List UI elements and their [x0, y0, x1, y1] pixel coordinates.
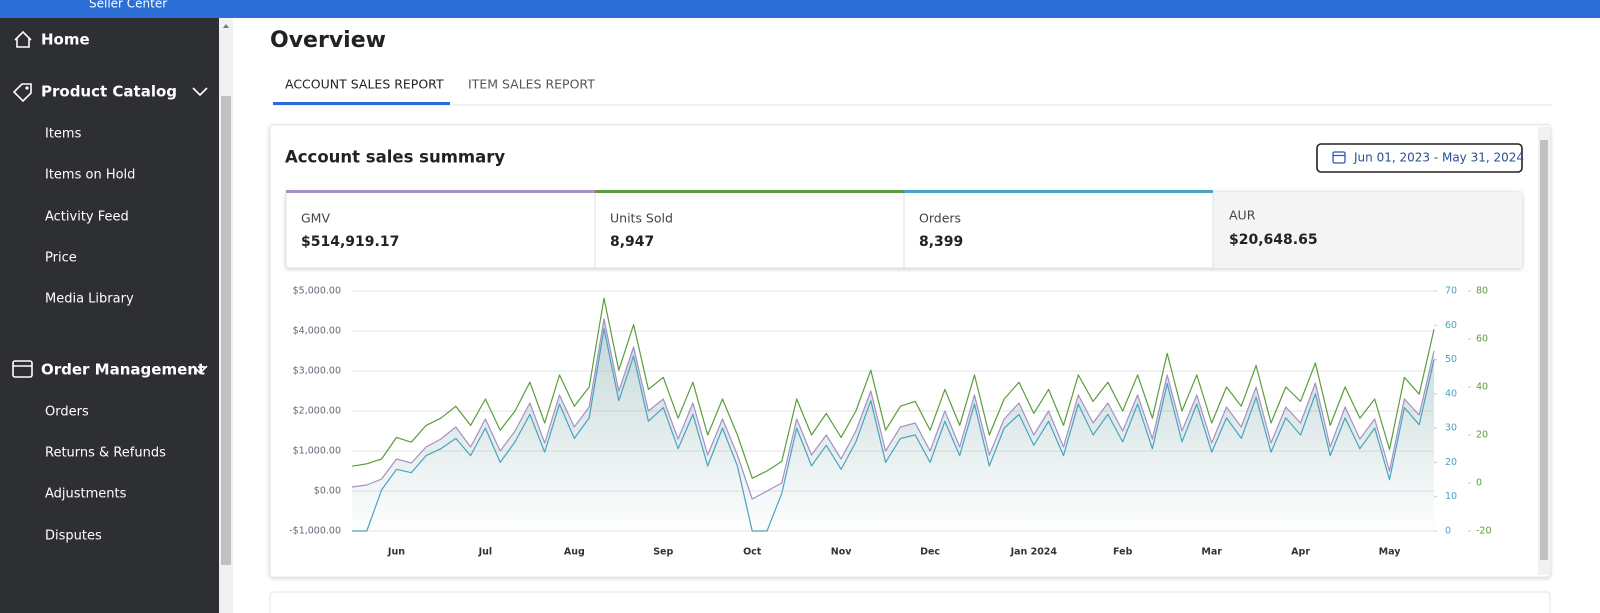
y3-tick-label: 50 [1445, 354, 1457, 365]
nav-item[interactable]: Adjustments [45, 487, 127, 502]
y2-tick-label: 0 [1476, 478, 1482, 489]
date-range[interactable]: Jun 01, 2023 - May 31, 2024 [1353, 151, 1524, 165]
tile-value: $20,648.65 [1229, 232, 1318, 248]
x-tick-label: Feb [1113, 547, 1133, 558]
nav-product-catalog[interactable]: Product Catalog [41, 83, 177, 101]
tile-accent [286, 190, 595, 193]
nav-item[interactable]: Price [45, 251, 77, 266]
x-tick-label: Oct [743, 547, 762, 558]
x-tick-label: Apr [1291, 547, 1310, 558]
tile-label: AUR [1229, 208, 1256, 223]
page-title: Overview [270, 28, 386, 53]
series-line [351, 297, 1435, 479]
nav-home[interactable]: Home [41, 31, 90, 49]
tile-label[interactable]: Units Sold [610, 211, 673, 226]
card-title: Account sales summary [285, 148, 505, 167]
y2-tick-label: 80 [1476, 286, 1488, 297]
nav-item[interactable]: Disputes [45, 529, 102, 544]
date-button[interactable] [1316, 143, 1523, 173]
home-icon [14, 30, 32, 48]
tab-active[interactable]: ACCOUNT SALES REPORT [285, 77, 444, 92]
box-icon [12, 360, 33, 378]
scroll-arrow[interactable] [223, 24, 229, 28]
nav-item[interactable]: Media Library [45, 292, 134, 307]
calendar-icon [1332, 151, 1346, 164]
y-tick-label: -$1,000.00 [289, 526, 341, 537]
tile-accent [904, 190, 1213, 193]
y3-tick-label: 10 [1445, 491, 1457, 502]
x-tick-label: Jan 2024 [1010, 547, 1058, 558]
chart: -$1,000.00 $0.00 $1,000.00 $2,000.00 $3,000.… [289, 286, 1491, 558]
tab[interactable]: ITEM SALES REPORT [468, 77, 595, 92]
nav-order-management[interactable]: Order Management [41, 361, 205, 379]
nav-item[interactable]: Items on Hold [45, 168, 135, 183]
series-line [352, 328, 1435, 532]
chevron[interactable] [192, 365, 208, 375]
y2-tick-label: 60 [1476, 334, 1488, 345]
y-tick-label: $5,000.00 [293, 286, 341, 297]
x-tick-label: Mar [1201, 547, 1222, 558]
tile-aur[interactable] [1213, 192, 1522, 268]
y3-tick-label: 70 [1445, 286, 1457, 297]
nav-item[interactable]: Activity Feed [45, 210, 129, 225]
top-bar [0, 0, 1600, 18]
y3-tick-label: 0 [1445, 526, 1451, 537]
gmv-area [352, 319, 1434, 531]
tile-value: 8,947 [610, 234, 654, 250]
x-tick-label: Aug [564, 547, 585, 558]
tile-group: GMV $514,919.17 Units Sold 8,947 Orders 8,399 [286, 190, 1214, 268]
y-tick-label: $1,000.00 [293, 446, 341, 457]
x-tick-label: Sep [653, 547, 673, 558]
tile-value: $514,919.17 [301, 234, 399, 250]
nav-item[interactable]: Items [45, 127, 82, 142]
sub-nav: Items Items on Hold Activity Feed Price Medi… [45, 127, 166, 544]
tile-label[interactable]: Orders [919, 211, 961, 226]
y3-tick-label: 30 [1445, 423, 1457, 434]
y2-tick-label: -20 [1476, 526, 1492, 537]
y2-tick-label: 20 [1476, 430, 1488, 441]
card-scroll-thumb[interactable] [1540, 140, 1548, 560]
brand: Seller Center [89, 0, 167, 11]
y3-tick-label: 40 [1445, 388, 1457, 399]
x-tick-label: Nov [831, 547, 852, 558]
y3-tick-label: 60 [1445, 320, 1457, 331]
sidebar [0, 18, 219, 613]
y2-tick-label: 40 [1476, 382, 1488, 393]
tag-icon [12, 83, 32, 103]
nav-item[interactable]: Returns & Refunds [45, 446, 166, 461]
x-tick-label: Jul [478, 547, 493, 558]
x-tick-label: Dec [920, 547, 940, 558]
chevron[interactable] [192, 87, 208, 97]
tile-accent [595, 190, 904, 193]
tab-indicator [273, 102, 450, 105]
x-tick-label: Jun [387, 547, 405, 558]
y-tick-label: $0.00 [314, 486, 341, 497]
next-card [269, 591, 1551, 613]
x-tick-label: May [1379, 547, 1402, 558]
tag-icon-dot [25, 86, 29, 90]
scroll-thumb[interactable] [221, 96, 231, 565]
y-tick-label: $3,000.00 [293, 366, 341, 377]
tile-value: 8,399 [919, 234, 963, 250]
series-line [351, 318, 1435, 500]
y-tick-label: $4,000.00 [293, 326, 341, 337]
y-tick-label: $2,000.00 [293, 406, 341, 417]
y3-tick-label: 20 [1445, 457, 1457, 468]
nav-item[interactable]: Orders [45, 405, 89, 420]
tile-label[interactable]: GMV [301, 211, 330, 226]
